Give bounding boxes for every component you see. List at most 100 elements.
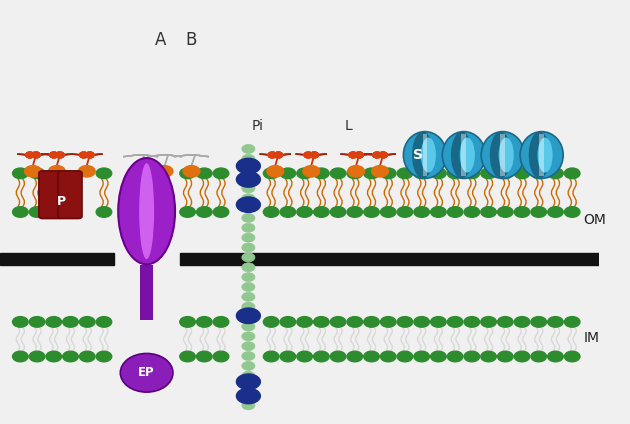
Circle shape (373, 152, 381, 158)
Circle shape (547, 317, 563, 327)
Circle shape (330, 351, 346, 362)
Circle shape (280, 207, 295, 217)
Circle shape (32, 152, 40, 158)
Circle shape (180, 207, 195, 217)
Circle shape (55, 152, 64, 158)
Circle shape (498, 168, 513, 179)
Circle shape (86, 152, 94, 158)
Text: IM: IM (583, 331, 600, 345)
Circle shape (531, 207, 546, 217)
Circle shape (132, 166, 149, 177)
Circle shape (242, 194, 255, 203)
Circle shape (32, 152, 40, 158)
Ellipse shape (537, 137, 553, 173)
Circle shape (156, 166, 173, 177)
Circle shape (304, 152, 312, 158)
Circle shape (13, 168, 28, 179)
Circle shape (242, 322, 255, 331)
Circle shape (183, 166, 200, 177)
Circle shape (63, 317, 78, 327)
Circle shape (464, 207, 479, 217)
Ellipse shape (236, 172, 260, 187)
Ellipse shape (451, 131, 472, 179)
Circle shape (26, 152, 34, 158)
Circle shape (364, 317, 379, 327)
Circle shape (46, 317, 62, 327)
Circle shape (263, 168, 279, 179)
Circle shape (55, 152, 64, 158)
Circle shape (29, 207, 45, 217)
Circle shape (304, 152, 312, 158)
Circle shape (381, 351, 396, 362)
Circle shape (55, 152, 64, 158)
Ellipse shape (520, 131, 563, 179)
Ellipse shape (139, 163, 154, 259)
Circle shape (180, 168, 195, 179)
Circle shape (79, 152, 88, 158)
Text: EP: EP (139, 366, 155, 379)
Circle shape (514, 317, 530, 327)
Circle shape (29, 351, 45, 362)
Text: S: S (413, 148, 423, 162)
Circle shape (268, 152, 277, 158)
Circle shape (355, 152, 364, 158)
Circle shape (242, 371, 255, 380)
Circle shape (397, 351, 413, 362)
Circle shape (96, 207, 112, 217)
Ellipse shape (236, 388, 260, 404)
Ellipse shape (529, 131, 550, 179)
Text: L: L (344, 119, 352, 133)
Circle shape (50, 152, 58, 158)
Circle shape (274, 152, 282, 158)
Circle shape (263, 207, 279, 217)
Circle shape (330, 207, 346, 217)
Circle shape (373, 152, 381, 158)
Circle shape (414, 207, 430, 217)
Text: P: P (57, 195, 66, 208)
Circle shape (397, 207, 413, 217)
Circle shape (514, 207, 530, 217)
Circle shape (481, 207, 496, 217)
Circle shape (242, 351, 255, 360)
Circle shape (242, 391, 255, 400)
Circle shape (13, 351, 28, 362)
Circle shape (242, 401, 255, 410)
Circle shape (547, 168, 563, 179)
Circle shape (498, 207, 513, 217)
Circle shape (564, 317, 580, 327)
Circle shape (414, 317, 430, 327)
Circle shape (447, 351, 463, 362)
Circle shape (263, 317, 279, 327)
Circle shape (268, 152, 277, 158)
Circle shape (79, 152, 88, 158)
Circle shape (242, 243, 255, 252)
Circle shape (349, 152, 357, 158)
Circle shape (55, 152, 64, 158)
Circle shape (180, 317, 195, 327)
Circle shape (96, 168, 112, 179)
Circle shape (242, 204, 255, 212)
Bar (461, 134, 466, 176)
Circle shape (414, 351, 430, 362)
Circle shape (242, 293, 255, 301)
Circle shape (347, 168, 363, 179)
Circle shape (274, 152, 282, 158)
Circle shape (310, 152, 318, 158)
Circle shape (531, 351, 546, 362)
Circle shape (280, 168, 295, 179)
Circle shape (498, 317, 513, 327)
Circle shape (379, 152, 387, 158)
Circle shape (303, 166, 319, 177)
Circle shape (379, 152, 387, 158)
Circle shape (13, 207, 28, 217)
Circle shape (197, 351, 212, 362)
Ellipse shape (490, 131, 512, 179)
Circle shape (197, 317, 212, 327)
Circle shape (397, 168, 413, 179)
Circle shape (242, 223, 255, 232)
FancyBboxPatch shape (39, 171, 63, 218)
Circle shape (242, 253, 255, 262)
Circle shape (274, 152, 282, 158)
Circle shape (347, 351, 363, 362)
Circle shape (304, 152, 312, 158)
